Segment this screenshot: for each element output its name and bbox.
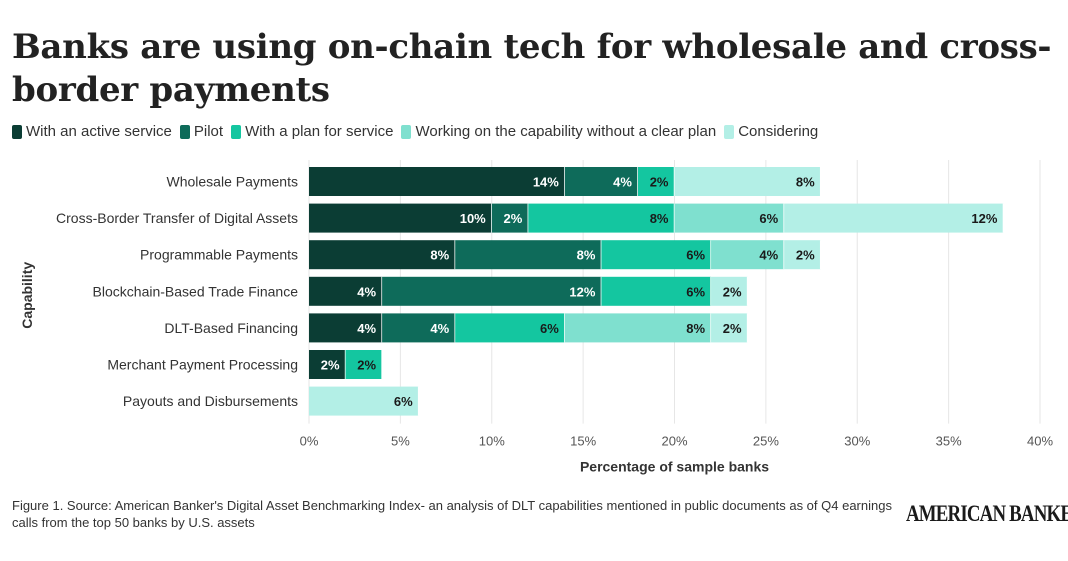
category-label-wholesale-payments: Wholesale Payments [166, 174, 298, 190]
bar-segment [309, 276, 383, 306]
data-label: 4% [357, 284, 376, 299]
bar-segment [455, 313, 565, 343]
category-label-programmable-payments: Programmable Payments [140, 247, 298, 263]
legend-label: Working on the capability without a clea… [415, 123, 717, 140]
data-label: 8% [430, 248, 449, 263]
bar-segment [637, 167, 675, 196]
legend-swatch [179, 124, 190, 139]
x-tick-label: 30% [844, 434, 870, 449]
data-label: 2% [723, 321, 742, 336]
data-label: 6% [759, 211, 778, 226]
bar-segment [309, 203, 492, 233]
x-tick-label: 25% [753, 434, 779, 449]
x-axis-label: Percentage of sample banks [580, 459, 769, 475]
data-label: 2% [321, 358, 340, 373]
data-label: 2% [650, 175, 669, 190]
data-label: 8% [796, 175, 815, 190]
legend-label: With an active service [26, 123, 172, 140]
bar-segment [564, 313, 712, 343]
data-label: 2% [796, 248, 815, 263]
bar-segment [601, 240, 712, 270]
legend-item-considering: Considering [724, 123, 818, 140]
legend-label: Pilot [193, 123, 224, 140]
figure-caption: Figure 1. Source: American Banker's Digi… [12, 498, 892, 530]
data-label: 2% [504, 211, 523, 226]
x-tick-label: 10% [479, 434, 505, 449]
bar-segment [455, 240, 602, 270]
x-tick-label: 35% [936, 434, 962, 449]
legend-label: With a plan for service [245, 123, 394, 140]
legend-swatch [231, 124, 242, 139]
bar-segment [674, 167, 821, 196]
data-label: 14% [533, 175, 559, 190]
bar-segment [674, 203, 785, 233]
data-label: 2% [357, 358, 376, 373]
bar-segment [309, 240, 456, 270]
bar-segment [382, 313, 456, 343]
data-label: 6% [394, 394, 413, 409]
data-label: 8% [577, 248, 596, 263]
bar-segment [382, 276, 602, 306]
legend-swatch [12, 124, 22, 139]
legend-label: Considering [738, 123, 819, 140]
category-label-merchant-payment-processing: Merchant Payment Processing [107, 357, 298, 373]
data-label: 4% [430, 321, 449, 336]
bar-segment [309, 313, 383, 343]
bar-segment [564, 167, 638, 196]
bar-segment [345, 350, 383, 379]
bar-segment [491, 203, 529, 233]
bar-segment [309, 350, 346, 379]
bar-segment [309, 167, 565, 196]
chart-legend: With an active service Pilot With a plan f… [12, 123, 826, 140]
bar-segment [528, 203, 675, 233]
legend-swatch [401, 124, 412, 139]
legend-swatch [724, 124, 735, 139]
data-label: 4% [357, 321, 376, 336]
x-tick-label: 0% [300, 434, 319, 449]
bar-segment [309, 386, 419, 416]
american-banker-logo: AMERICAN BANKER [906, 501, 1068, 526]
data-label: 12% [569, 284, 595, 299]
data-label: 8% [650, 211, 669, 226]
y-axis-label: Capability [19, 262, 35, 329]
category-label-cross-border-transfer-of-digital-assets: Cross-Border Transfer of Digital Assets [56, 210, 298, 226]
stacked-bar-chart: 0% 5% 10% 15% 20% 25% 30% 35% 40% Percentage of s… [19, 160, 1053, 475]
bar-segment [711, 240, 785, 270]
chart-title: Banks are using on-chain tech for wholes… [12, 27, 1052, 110]
x-tick-label: 20% [661, 434, 687, 449]
category-label-dlt-based-financing: DLT-Based Financing [164, 320, 298, 336]
x-tick-label: 5% [391, 434, 410, 449]
bar-segment [784, 240, 821, 270]
data-label: 4% [759, 248, 778, 263]
data-label: 2% [723, 284, 742, 299]
data-label: 6% [686, 248, 705, 263]
data-label: 4% [613, 175, 632, 190]
legend-item-with-a-plan-for-service: With a plan for service [231, 123, 393, 140]
bar-segment [601, 276, 712, 306]
legend-item-with-an-active-service: With an active service [12, 123, 172, 140]
x-tick-label: 40% [1027, 434, 1053, 449]
bar-segment [784, 203, 1004, 233]
category-label-blockchain-based-trade-finance: Blockchain-Based Trade Finance [93, 283, 299, 299]
legend-item-working-on-the-capability-without-a-clear-plan: Working on the capability without a clea… [401, 123, 716, 140]
legend-item-pilot: Pilot [179, 123, 224, 140]
data-label: 12% [971, 211, 997, 226]
x-tick-label: 15% [570, 434, 596, 449]
data-label: 6% [686, 284, 705, 299]
category-label-payouts-and-disbursements: Payouts and Disbursements [123, 393, 298, 409]
bar-segment [711, 276, 748, 306]
data-label: 8% [686, 321, 705, 336]
bar-segment [711, 313, 748, 343]
data-label: 6% [540, 321, 559, 336]
data-label: 10% [460, 211, 486, 226]
